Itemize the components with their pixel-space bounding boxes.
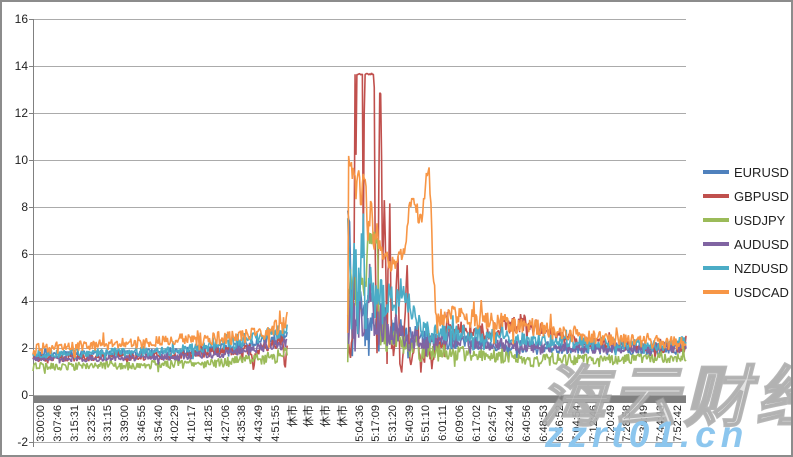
- x-tick-label: 6:24:57: [487, 405, 499, 442]
- x-tick-label: 3:39:00: [119, 405, 131, 442]
- x-tick-label: 6:17:02: [471, 405, 483, 442]
- x-tick-label: 4:35:38: [236, 405, 248, 442]
- legend-swatch: [703, 170, 729, 174]
- x-tick-label: 5:04:36: [354, 405, 366, 442]
- y-tick-label: 2: [21, 341, 28, 355]
- x-tick-label: 4:43:49: [253, 405, 265, 442]
- x-tick-label: 3:07:46: [52, 405, 64, 442]
- x-tick-label: 4:10:17: [186, 405, 198, 442]
- legend: EURUSD GBPUSD USDJPY AUDUSD NZDUSD USDCAD: [703, 160, 789, 304]
- x-tick-label: 6:09:06: [454, 405, 466, 442]
- x-tick-label: 3:31:15: [102, 405, 114, 442]
- y-tick-label: 16: [14, 12, 28, 26]
- y-tick-label: 10: [14, 153, 28, 167]
- legend-item-eurusd: EURUSD: [703, 160, 789, 184]
- y-tick-label: 14: [14, 59, 28, 73]
- x-tick-label: 休市: [303, 405, 315, 427]
- x-tick-label: 5:17:09: [370, 405, 382, 442]
- x-tick-label: 3:46:55: [136, 405, 148, 442]
- x-tick-label: 5:31:20: [387, 405, 399, 442]
- y-tick-label: 12: [14, 106, 28, 120]
- x-tick-label: 5:51:10: [420, 405, 432, 442]
- x-tick-label: 休市: [320, 405, 332, 427]
- y-tick-label: 4: [21, 294, 28, 308]
- y-tick-label: 0: [21, 388, 28, 402]
- x-tick-label: 6:32:44: [504, 405, 516, 442]
- legend-swatch: [703, 194, 729, 198]
- x-tick-label: 6:40:56: [521, 405, 533, 442]
- legend-item-nzdusd: NZDUSD: [703, 256, 789, 280]
- x-tick-label: 休市: [337, 405, 349, 427]
- watermark-url-text: zzrt01.cn: [545, 414, 749, 455]
- legend-label: AUDUSD: [734, 236, 789, 252]
- legend-label: USDJPY: [734, 212, 786, 228]
- y-tick-label: 6: [21, 247, 28, 261]
- x-tick-label: 5:40:39: [404, 405, 416, 442]
- legend-swatch: [703, 242, 729, 246]
- x-tick-label: 4:18:25: [203, 405, 215, 442]
- legend-label: EURUSD: [734, 164, 789, 180]
- legend-swatch: [703, 218, 729, 222]
- legend-item-usdcad: USDCAD: [703, 280, 789, 304]
- legend-swatch: [703, 266, 729, 270]
- y-tick-label: 8: [21, 200, 28, 214]
- legend-item-usdjpy: USDJPY: [703, 208, 789, 232]
- x-tick-label: 4:02:29: [169, 405, 181, 442]
- x-tick-label: 4:27:06: [220, 405, 232, 442]
- x-tick-label: 3:15:31: [69, 405, 81, 442]
- legend-item-audusd: AUDUSD: [703, 232, 789, 256]
- legend-label: USDCAD: [734, 284, 789, 300]
- x-tick-label: 3:00:00: [35, 405, 47, 442]
- x-tick-label: 4:51:55: [270, 405, 282, 442]
- x-tick-label: 3:23:25: [86, 405, 98, 442]
- y-tick-label: -2: [17, 435, 28, 449]
- legend-label: GBPUSD: [734, 188, 789, 204]
- watermark-brand-text: 海云财经: [539, 359, 791, 435]
- legend-item-gbpusd: GBPUSD: [703, 184, 789, 208]
- x-tick-label: 6:01:11: [437, 405, 449, 441]
- x-tick-label: 3:54:40: [153, 405, 165, 442]
- legend-label: NZDUSD: [734, 260, 789, 276]
- x-tick-label: 休市: [287, 405, 299, 427]
- legend-swatch: [703, 290, 729, 294]
